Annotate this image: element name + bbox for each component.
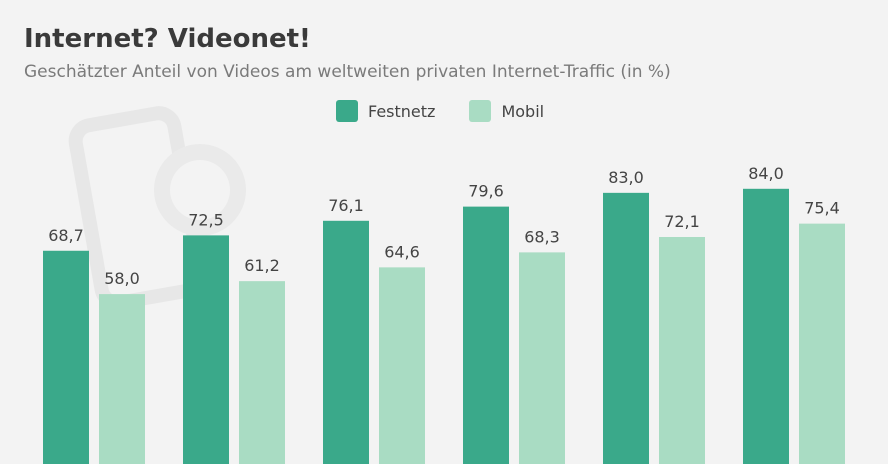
bar-mobil-5 xyxy=(799,223,845,464)
legend-swatch-mobil xyxy=(469,100,492,122)
chart-title: Internet? Videonet! xyxy=(24,24,311,54)
bar-festnetz-4 xyxy=(603,192,649,464)
legend-item-festnetz: Festnetz xyxy=(336,100,435,122)
data-label-mobil-3: 68,3 xyxy=(524,227,560,246)
data-label-mobil-2: 64,6 xyxy=(384,242,420,261)
bar-festnetz-0 xyxy=(43,250,89,464)
data-label-festnetz-2: 76,1 xyxy=(328,196,364,215)
bar-festnetz-2 xyxy=(323,220,369,464)
legend-item-mobil: Mobil xyxy=(469,100,544,122)
legend-label-festnetz: Festnetz xyxy=(368,101,436,121)
bar-mobil-4 xyxy=(659,236,705,464)
data-label-mobil-1: 61,2 xyxy=(244,256,280,275)
bar-festnetz-5 xyxy=(743,188,789,464)
phone-video-watermark-icon xyxy=(68,106,246,310)
data-label-festnetz-0: 68,7 xyxy=(48,226,84,245)
bar-festnetz-3 xyxy=(463,206,509,464)
legend-swatch-festnetz xyxy=(336,100,358,122)
data-label-mobil-4: 72,1 xyxy=(664,212,700,231)
data-label-festnetz-3: 79,6 xyxy=(468,182,504,201)
legend: Festnetz Mobil xyxy=(336,100,544,122)
bar-mobil-0 xyxy=(99,294,145,464)
legend-label-mobil: Mobil xyxy=(501,101,545,121)
chart-subtitle: Geschätzter Anteil von Videos am weltwei… xyxy=(24,62,671,82)
data-label-festnetz-5: 84,0 xyxy=(748,164,784,183)
bar-mobil-1 xyxy=(239,281,285,464)
bar-mobil-2 xyxy=(379,267,425,464)
bar-mobil-3 xyxy=(519,252,565,464)
data-label-mobil-5: 75,4 xyxy=(804,199,840,218)
data-label-festnetz-1: 72,5 xyxy=(188,210,224,229)
data-label-festnetz-4: 83,0 xyxy=(608,168,644,187)
data-label-mobil-0: 58,0 xyxy=(104,269,140,288)
bar-festnetz-1 xyxy=(183,235,229,464)
